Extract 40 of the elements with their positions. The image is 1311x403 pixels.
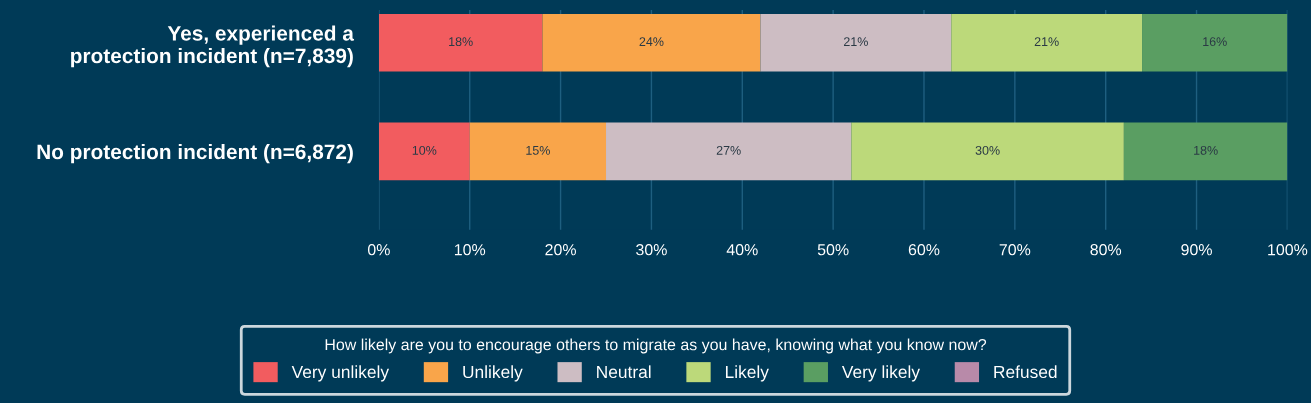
- data-label: 18%: [449, 37, 473, 47]
- data-label: 18%: [1194, 145, 1218, 155]
- x-tick-label: 10%: [454, 244, 486, 256]
- y-tick-label: No protection incident (n=6,872): [37, 143, 353, 164]
- data-label: 27%: [716, 145, 741, 155]
- bar: [542, 13, 761, 72]
- legend-label: Refused: [994, 365, 1057, 379]
- x-tick-label: 70%: [999, 244, 1031, 256]
- bar: [469, 122, 607, 181]
- bar: [378, 122, 470, 181]
- x-tick-label: 50%: [817, 244, 849, 256]
- y-tick-label: Yes, experienced a protection incident (n=7,839): [71, 25, 355, 68]
- data-label: 21%: [1034, 37, 1059, 46]
- bar: [951, 13, 1143, 72]
- data-label: 24%: [639, 37, 664, 46]
- x-tick-label: 100%: [1268, 244, 1308, 256]
- bar: [606, 122, 852, 181]
- legend-label: Likely: [725, 365, 769, 382]
- x-tick-label: 90%: [1181, 244, 1212, 256]
- data-label: 21%: [843, 37, 868, 46]
- x-tick-label: 60%: [908, 244, 940, 256]
- data-label: 16%: [1203, 37, 1227, 47]
- data-label: 10%: [412, 145, 437, 155]
- x-tick-label: 30%: [636, 244, 667, 256]
- x-tick-label: 80%: [1090, 244, 1122, 256]
- legend-label: Very unlikely: [291, 365, 390, 382]
- legend-title: How likely are you to encourage others to migrate as you have, knowing what you know now?: [325, 338, 987, 354]
- bar: [851, 122, 1124, 181]
- x-tick-label: 20%: [545, 244, 576, 256]
- legend-label: Neutral: [597, 365, 651, 379]
- bar: [1123, 122, 1288, 181]
- data-label: 15%: [526, 145, 550, 155]
- legend-label: Unlikely: [463, 365, 523, 382]
- x-tick-label: 40%: [726, 244, 758, 256]
- legend-label: Very likely: [841, 365, 920, 382]
- bar: [1142, 13, 1288, 72]
- bar: [378, 13, 543, 72]
- x-tick-label: 0%: [367, 244, 390, 256]
- bar: [760, 13, 952, 72]
- data-label: 30%: [975, 145, 1000, 155]
